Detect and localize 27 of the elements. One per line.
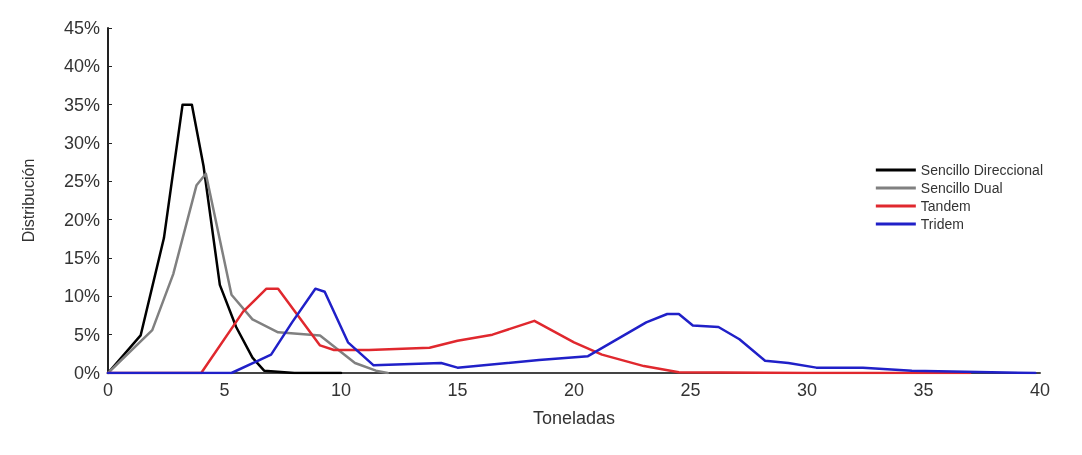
y-tick-label: 5% (73, 324, 100, 345)
legend-label: Tandem (920, 198, 971, 214)
y-tick-label: 45% (63, 18, 100, 38)
y-tick-label: 0% (73, 363, 100, 383)
legend-label: Tridem (920, 216, 964, 232)
y-tick-label: 30% (63, 133, 100, 153)
y-tick-label: 15% (63, 248, 100, 268)
legend-label: Sencillo Dual (920, 180, 1003, 196)
x-tick-label: 5 (219, 380, 230, 400)
x-axis-title: Toneladas (532, 408, 616, 428)
x-tick-label: 15 (447, 380, 468, 400)
line-series (106, 172, 389, 375)
y-tick-label: 20% (63, 209, 100, 230)
x-tick-label: 10 (330, 380, 352, 400)
x-tick-label: 35 (913, 380, 934, 400)
y-tick-label: 10% (63, 286, 100, 307)
y-tick-label: 35% (63, 94, 100, 115)
y-tick-label: 40% (63, 56, 100, 77)
line-series (106, 103, 343, 375)
x-tick-label: 0 (102, 380, 114, 400)
x-tick-label: 25 (680, 380, 701, 400)
legend-label: Sencillo Direccional (920, 162, 1044, 178)
x-tick-label: 20 (563, 380, 585, 400)
y-tick-label: 25% (63, 171, 100, 192)
y-axis-title: Distribución (19, 158, 37, 243)
x-tick-label: 40 (1029, 380, 1051, 400)
x-tick-label: 30 (796, 380, 818, 400)
